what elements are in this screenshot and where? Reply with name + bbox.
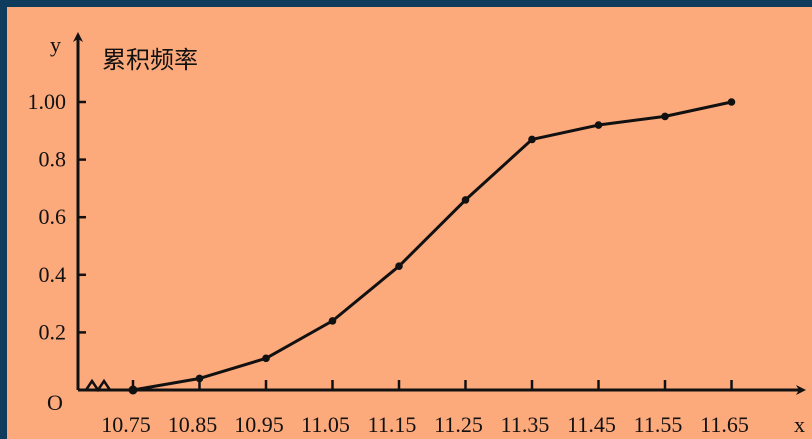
origin-label: O	[47, 390, 63, 415]
data-point	[461, 196, 470, 204]
y-axis-ticks: 0.2 0.4 0.6 0.8 1.00	[28, 89, 86, 344]
x-axis-label: x	[794, 412, 805, 437]
x-tick-label: 11.25	[434, 412, 483, 437]
y-tick-label: 0.4	[39, 262, 67, 287]
y-tick-label: 0.2	[39, 319, 67, 344]
data-point	[328, 317, 337, 325]
y-tick-label: 1.00	[28, 89, 67, 114]
y-axis-label: y	[50, 32, 61, 57]
x-tick-label: 11.05	[301, 412, 350, 437]
x-tick-label: 11.55	[634, 412, 683, 437]
chart-panel	[7, 7, 812, 439]
data-point	[594, 121, 603, 129]
data-point	[262, 354, 270, 363]
x-tick-label: 11.35	[501, 412, 550, 437]
x-tick-label: 11.15	[368, 412, 417, 437]
data-point	[661, 112, 669, 121]
data-point	[128, 385, 138, 395]
axes	[73, 32, 806, 395]
y-tick-label: 0.8	[39, 147, 67, 172]
data-point	[195, 374, 204, 383]
x-tick-label: 10.85	[168, 412, 218, 437]
axis-break-mark	[84, 378, 112, 393]
series-group	[128, 98, 736, 395]
x-tick-label: 10.75	[101, 412, 151, 437]
x-tick-label: 11.45	[567, 412, 616, 437]
y-tick-label: 0.6	[39, 204, 67, 229]
x-tick-label: 11.65	[700, 412, 749, 437]
data-point	[727, 98, 736, 106]
data-point	[528, 135, 536, 144]
cumulative-frequency-line	[131, 100, 733, 392]
data-point	[395, 262, 403, 270]
x-tick-label: 10.95	[234, 412, 284, 437]
x-axis-ticks: 10.75 10.85 10.95 11.05 11.15 11.25 11.35 11.45…	[101, 380, 749, 437]
chart-title: 累积频率	[102, 46, 198, 74]
